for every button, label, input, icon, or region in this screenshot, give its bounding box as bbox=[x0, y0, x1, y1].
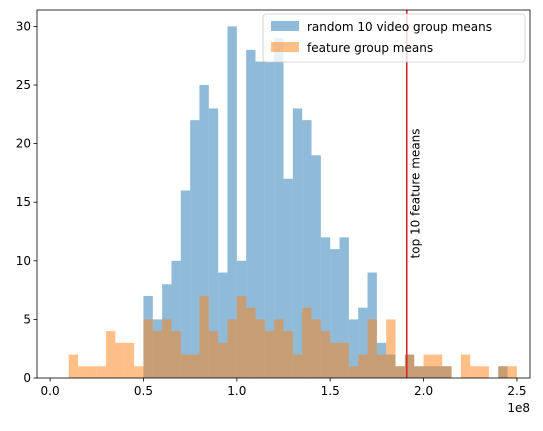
feature-means-bars bbox=[68, 295, 517, 378]
bar-random-means bbox=[227, 26, 237, 378]
legend: random 10 video group means feature grou… bbox=[262, 13, 526, 63]
random-means-bars bbox=[143, 26, 508, 379]
bar-feature-means bbox=[442, 366, 452, 378]
x-tick-label: 1.0 bbox=[227, 384, 246, 398]
bar-feature-means bbox=[236, 295, 247, 378]
bar-random-means bbox=[264, 61, 275, 378]
bar-feature-means bbox=[124, 342, 135, 378]
bar-random-means bbox=[311, 155, 321, 378]
bar-feature-means bbox=[264, 331, 275, 378]
bar-feature-means bbox=[311, 319, 321, 378]
bar-feature-means bbox=[180, 354, 191, 378]
y-tick-label: 5 bbox=[23, 312, 31, 326]
bar-feature-means bbox=[190, 354, 200, 378]
bar-feature-means bbox=[199, 295, 209, 378]
bar-random-means bbox=[246, 49, 256, 378]
bar-feature-means bbox=[68, 354, 79, 378]
bar-random-means bbox=[283, 178, 293, 378]
bar-random-means bbox=[208, 108, 219, 378]
legend-label-random-means: random 10 video group means bbox=[307, 20, 492, 34]
bar-feature-means bbox=[143, 319, 153, 378]
bar-feature-means bbox=[246, 307, 256, 378]
bar-random-means bbox=[190, 120, 200, 379]
bar-feature-means bbox=[218, 342, 228, 378]
bar-random-means bbox=[358, 307, 368, 378]
bar-feature-means bbox=[171, 331, 181, 378]
bar-feature-means bbox=[395, 366, 405, 378]
bar-feature-means bbox=[96, 366, 107, 378]
bar-feature-means bbox=[274, 319, 284, 378]
bar-feature-means bbox=[106, 331, 116, 378]
bar-feature-means bbox=[227, 319, 237, 378]
bar-feature-means bbox=[255, 319, 265, 378]
bar-random-means bbox=[348, 319, 359, 378]
bar-random-means bbox=[292, 108, 303, 378]
vline-label: top 10 feature means bbox=[409, 128, 423, 258]
bar-feature-means bbox=[479, 366, 489, 378]
bar-feature-means bbox=[432, 354, 443, 378]
legend-swatch-random-means bbox=[271, 21, 299, 31]
bar-feature-means bbox=[423, 354, 433, 378]
bar-feature-means bbox=[348, 366, 359, 378]
bar-feature-means bbox=[404, 354, 415, 378]
bar-random-means bbox=[180, 190, 191, 378]
bar-random-means bbox=[320, 237, 331, 378]
x-tick-label: 2.0 bbox=[414, 384, 433, 398]
y-tick-label: 15 bbox=[16, 195, 31, 209]
bar-feature-means bbox=[283, 331, 293, 378]
bar-feature-means bbox=[87, 366, 97, 378]
y-tick-label: 0 bbox=[23, 371, 31, 385]
y-axis-ticks: 0 5 10 15 20 25 30 bbox=[16, 19, 37, 385]
bar-feature-means bbox=[162, 319, 172, 378]
bar-feature-means bbox=[386, 319, 396, 378]
bar-feature-means bbox=[376, 354, 387, 378]
bar-feature-means bbox=[152, 331, 163, 378]
bar-feature-means bbox=[115, 342, 125, 378]
bar-feature-means bbox=[498, 366, 508, 378]
legend-swatch-feature-means bbox=[271, 42, 299, 52]
bar-feature-means bbox=[470, 366, 480, 378]
y-tick-label: 20 bbox=[16, 137, 31, 151]
bar-feature-means bbox=[507, 366, 517, 378]
bar-feature-means bbox=[414, 366, 424, 378]
x-tick-label: 0.0 bbox=[41, 384, 60, 398]
bar-feature-means bbox=[320, 331, 331, 378]
bar-random-means bbox=[218, 272, 228, 378]
bar-feature-means bbox=[358, 354, 368, 378]
bar-feature-means bbox=[330, 342, 340, 378]
bar-random-means bbox=[302, 120, 312, 379]
bar-random-means bbox=[274, 38, 284, 379]
plot-frame bbox=[36, 9, 531, 379]
bar-random-means bbox=[171, 260, 181, 378]
legend-label-feature-means: feature group means bbox=[307, 41, 433, 55]
x-tick-label: 2.5 bbox=[507, 384, 526, 398]
bar-feature-means bbox=[208, 331, 219, 378]
x-axis-offset-label: 1e8 bbox=[507, 401, 530, 415]
x-axis-ticks: 0.0 0.5 1.0 1.5 2.0 2.5 bbox=[41, 378, 526, 398]
bar-random-means bbox=[199, 85, 209, 378]
bar-feature-means bbox=[339, 342, 349, 378]
legend-box bbox=[262, 13, 526, 63]
bar-feature-means bbox=[460, 354, 471, 378]
bar-feature-means bbox=[292, 354, 303, 378]
x-tick-label: 0.5 bbox=[134, 384, 153, 398]
bar-random-means bbox=[330, 249, 340, 378]
bar-random-means bbox=[255, 61, 265, 378]
bar-random-means bbox=[339, 237, 349, 378]
bar-feature-means bbox=[78, 366, 88, 378]
y-tick-label: 30 bbox=[16, 19, 31, 33]
bar-feature-means bbox=[134, 366, 144, 378]
bar-feature-means bbox=[302, 307, 312, 378]
bar-feature-means bbox=[367, 319, 377, 378]
y-tick-label: 10 bbox=[16, 254, 31, 268]
x-tick-label: 1.5 bbox=[321, 384, 340, 398]
y-tick-label: 25 bbox=[16, 78, 31, 92]
